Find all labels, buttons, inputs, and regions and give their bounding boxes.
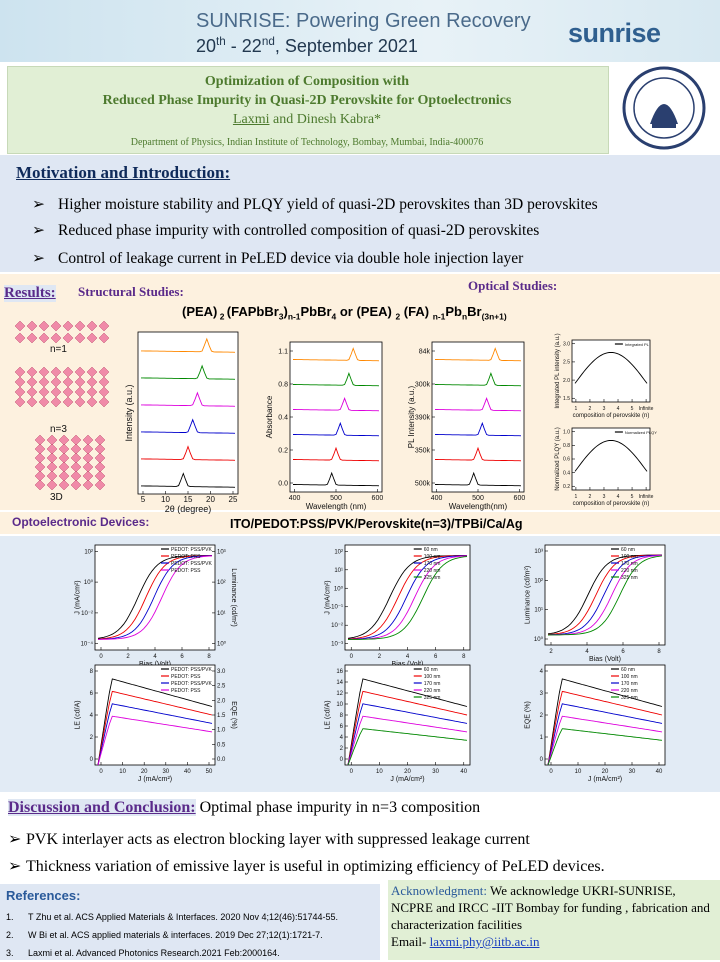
ack-body: We acknowledge UKRI-SUNRISE, NCPRE and I… xyxy=(391,883,710,932)
institute-logo xyxy=(622,66,706,150)
ack-text: Acknowledgment: We acknowledge UKRI-SUNR… xyxy=(391,882,719,950)
structural-heading: Structural Studies: xyxy=(78,284,184,299)
formula-part: PbBr xyxy=(300,304,332,319)
formula-part: n-1 xyxy=(432,311,446,322)
bullet: ➢ PVK interlayer acts as electron blockin… xyxy=(8,831,530,848)
formula-part: 2 xyxy=(395,311,401,322)
reference: 1. T Zhu et al. ACS Applied Materials & I… xyxy=(6,908,338,926)
formula-part: ) xyxy=(283,304,288,319)
header-logo: sunrise xyxy=(568,18,661,48)
formula-part: (3n+1) xyxy=(481,311,507,322)
bullet: ➢ Reduced phase impurity with controlled … xyxy=(32,222,540,239)
optical-heading: Optical Studies: xyxy=(468,278,558,293)
header-banner xyxy=(0,0,720,62)
bullet-text: Higher moisture stability and PLQY yield… xyxy=(58,196,598,213)
formula-part: (FA) xyxy=(400,304,433,319)
motivation-box xyxy=(0,155,720,272)
formula-part: Pb xyxy=(445,304,462,319)
formula: (PEA) 2 (FAPbBr3)n-1PbBr4 or (PEA) 2 (FA… xyxy=(182,304,507,322)
motivation-heading: Motivation and Introduction: xyxy=(16,163,231,182)
ref-num: 1. xyxy=(6,912,14,922)
bullet: ➢ Control of leakage current in PeLED dev… xyxy=(32,250,524,267)
devices-heading: Optoelectronic Devices: xyxy=(12,515,150,529)
date-part: , September 2021 xyxy=(274,36,418,56)
ref-text: Laxmi et al. Advanced Photonics Research… xyxy=(28,948,280,958)
title-box xyxy=(7,66,609,154)
formula-part: Br xyxy=(467,304,482,319)
bullet-text: Reduced phase impurity with controlled c… xyxy=(58,222,540,239)
author: Laxmi xyxy=(232,112,270,127)
date-part: nd xyxy=(261,35,275,48)
devices-box xyxy=(0,536,720,792)
ack-box xyxy=(388,880,720,960)
formula-part: n-1 xyxy=(287,311,301,322)
references-heading: References: xyxy=(6,888,81,903)
bullet-text: Control of leakage current in PeLED devi… xyxy=(58,250,524,267)
formula-part: 2 xyxy=(217,311,227,322)
devices-label-box xyxy=(0,512,720,534)
reference: 3. Laxmi et al. Advanced Photonics Resear… xyxy=(6,944,338,962)
formula-part: n xyxy=(461,311,468,322)
references-box xyxy=(0,884,380,960)
authors: Laxmi and Dinesh Kabra* xyxy=(7,112,607,128)
email-link[interactable]: laxmi.phy@iitb.ac.in xyxy=(429,934,540,949)
affiliation: Department of Physics, Indian Institute … xyxy=(130,137,484,148)
discussion-lead-text: Optimal phase impurity in n=3 compositio… xyxy=(195,799,481,816)
results-heading: Results: xyxy=(4,285,56,302)
formula-part: 3 xyxy=(278,311,284,322)
title-line: Reduced Phase Impurity in Quasi-2D Perov… xyxy=(102,93,512,108)
bullet: ➢ Higher moisture stability and PLQY yiel… xyxy=(32,196,598,213)
date-part: th xyxy=(216,35,226,48)
formula-part: 4 xyxy=(331,311,337,322)
ack-label: Acknowledgment: xyxy=(391,883,488,898)
discussion-lead: Discussion and Conclusion: Optimal phase… xyxy=(8,799,480,817)
title-line: Optimization of Composition with xyxy=(204,74,410,89)
formula-part: (FAPbBr xyxy=(226,304,279,319)
ref-text: W Bi et al. ACS applied materials & inte… xyxy=(28,930,323,940)
email-label: Email- xyxy=(391,934,430,949)
bullet-text: PVK interlayer acts as electron blocking… xyxy=(26,831,530,848)
ref-num: 2. xyxy=(6,930,14,940)
ref-text: T Zhu et al. ACS Applied Materials & Int… xyxy=(28,912,339,922)
reference: 2. W Bi et al. ACS applied materials & in… xyxy=(6,926,338,944)
formula-part: or (PEA) xyxy=(336,304,396,319)
author: and Dinesh Kabra* xyxy=(269,112,382,127)
discussion-heading: Discussion and Conclusion: xyxy=(8,799,196,816)
header-date: 20th - 22nd, September 2021 xyxy=(196,35,418,57)
bullet: ➢ Thickness variation of emissive layer i… xyxy=(8,858,605,875)
formula-part: (PEA) xyxy=(182,304,218,319)
date-part: - 22 xyxy=(225,36,262,56)
device-stack: ITO/PEDOT:PSS/PVK/Perovskite(n=3)/TPBi/C… xyxy=(230,517,523,531)
references-list: 1. T Zhu et al. ACS Applied Materials & I… xyxy=(6,908,338,962)
date-part: 20 xyxy=(196,36,217,56)
header-title: SUNRISE: Powering Green Recovery xyxy=(196,10,531,32)
ref-num: 3. xyxy=(6,948,14,958)
title: Optimization of Composition with Reduced… xyxy=(7,72,607,110)
bullet-text: Thickness variation of emissive layer is… xyxy=(26,858,605,875)
